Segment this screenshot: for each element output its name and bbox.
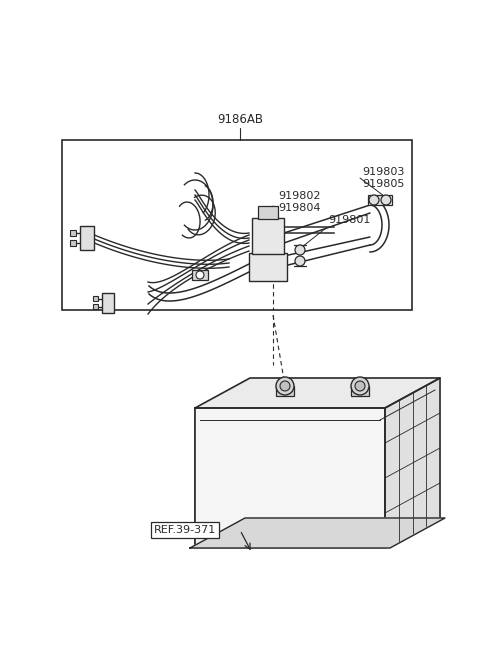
Bar xyxy=(276,386,294,396)
Circle shape xyxy=(196,271,204,279)
Text: 919804: 919804 xyxy=(278,203,321,213)
Circle shape xyxy=(276,377,294,395)
Bar xyxy=(93,296,98,301)
Bar xyxy=(258,206,278,219)
Polygon shape xyxy=(195,378,440,408)
Bar xyxy=(249,253,287,281)
Text: 919803: 919803 xyxy=(362,167,404,177)
Bar xyxy=(70,240,76,246)
Text: 919805: 919805 xyxy=(362,179,404,189)
Circle shape xyxy=(295,245,305,255)
Text: 919801: 919801 xyxy=(328,215,371,225)
Text: REF.39-371: REF.39-371 xyxy=(154,525,216,535)
Circle shape xyxy=(369,195,379,205)
Polygon shape xyxy=(195,408,385,548)
Bar xyxy=(80,226,94,250)
Bar xyxy=(102,293,114,313)
Polygon shape xyxy=(190,518,445,548)
Circle shape xyxy=(381,195,391,205)
Circle shape xyxy=(355,381,365,391)
Circle shape xyxy=(280,381,290,391)
Circle shape xyxy=(351,377,369,395)
Bar xyxy=(70,230,76,236)
Text: 9186AB: 9186AB xyxy=(217,113,263,126)
Bar xyxy=(192,270,208,280)
Bar xyxy=(62,140,412,310)
Bar xyxy=(368,195,392,205)
Text: 919802: 919802 xyxy=(278,191,321,201)
Bar xyxy=(252,218,284,254)
Bar xyxy=(351,386,369,396)
Polygon shape xyxy=(385,378,440,548)
Circle shape xyxy=(295,256,305,266)
Bar xyxy=(93,304,98,309)
